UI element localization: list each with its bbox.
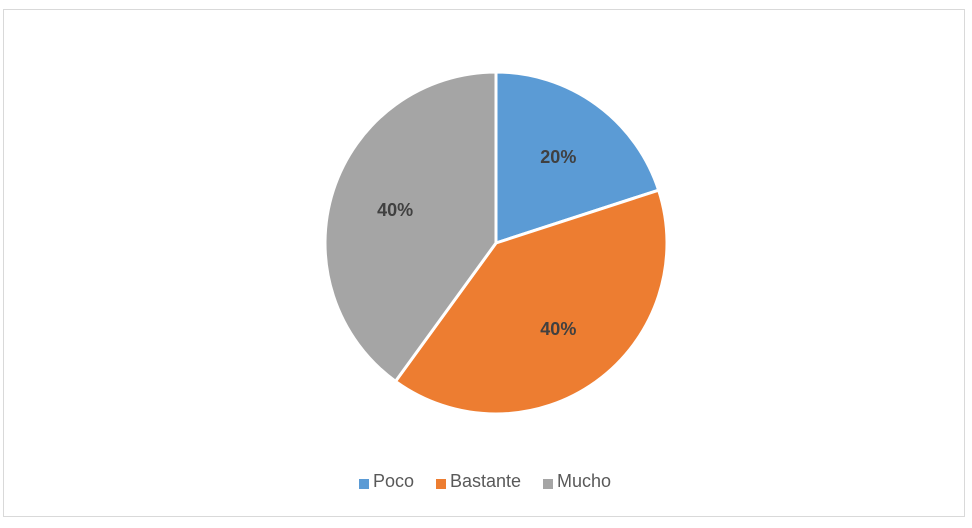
legend-entry-bastante: Bastante [435,471,522,491]
legend-label-mucho: Mucho [557,471,612,491]
pie-slice-mucho [323,70,498,383]
legend-label-poco: Poco [372,471,414,491]
legend-swatch-bastante [435,479,446,489]
legend-entry-mucho: Mucho [543,471,611,491]
pie-chart: 20% 40% 40% [323,70,669,416]
data-label-mucho: 40% [377,200,413,220]
pie-slice-poco [494,70,661,245]
legend-swatch-poco [358,479,369,489]
legend: Poco Bastante Mucho [4,471,966,491]
data-label-poco: 20% [540,147,576,167]
legend-label-bastante: Bastante [449,471,522,491]
legend-entry-poco: Poco [358,471,414,491]
chart-frame: 20% 40% 40% Poco Bastante Mucho [3,9,965,517]
pie-slice-bastante [393,188,669,416]
data-label-bastante: 40% [540,319,576,339]
legend-swatch-mucho [543,479,554,489]
